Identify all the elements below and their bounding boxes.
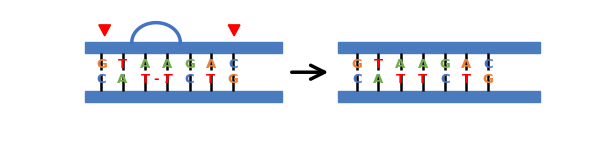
Text: T: T [140, 73, 149, 86]
Text: -: - [154, 73, 159, 86]
FancyBboxPatch shape [85, 91, 282, 102]
Text: G: G [227, 73, 238, 86]
Text: A: A [373, 73, 383, 86]
Text: A: A [461, 58, 471, 71]
Text: T: T [118, 58, 127, 71]
Text: C: C [185, 73, 194, 86]
Text: T: T [373, 58, 382, 71]
Text: C: C [228, 58, 238, 71]
Text: A: A [117, 73, 128, 86]
Text: C: C [352, 73, 362, 86]
Text: A: A [206, 58, 216, 71]
Text: A: A [417, 58, 428, 71]
Text: T: T [418, 73, 427, 86]
FancyBboxPatch shape [338, 91, 540, 102]
Polygon shape [99, 25, 111, 36]
Text: G: G [352, 58, 362, 71]
Text: C: C [483, 58, 493, 71]
Text: G: G [184, 58, 195, 71]
Polygon shape [228, 25, 240, 36]
Text: T: T [462, 73, 471, 86]
Text: T: T [396, 73, 405, 86]
Text: G: G [440, 58, 451, 71]
Text: T: T [163, 73, 172, 86]
Text: C: C [440, 73, 450, 86]
Text: G: G [483, 73, 494, 86]
FancyBboxPatch shape [85, 42, 282, 53]
Text: A: A [140, 58, 150, 71]
Text: T: T [206, 73, 215, 86]
Text: C: C [97, 73, 106, 86]
FancyBboxPatch shape [338, 42, 540, 53]
Text: A: A [396, 58, 406, 71]
Text: A: A [162, 58, 172, 71]
Text: G: G [96, 58, 107, 71]
